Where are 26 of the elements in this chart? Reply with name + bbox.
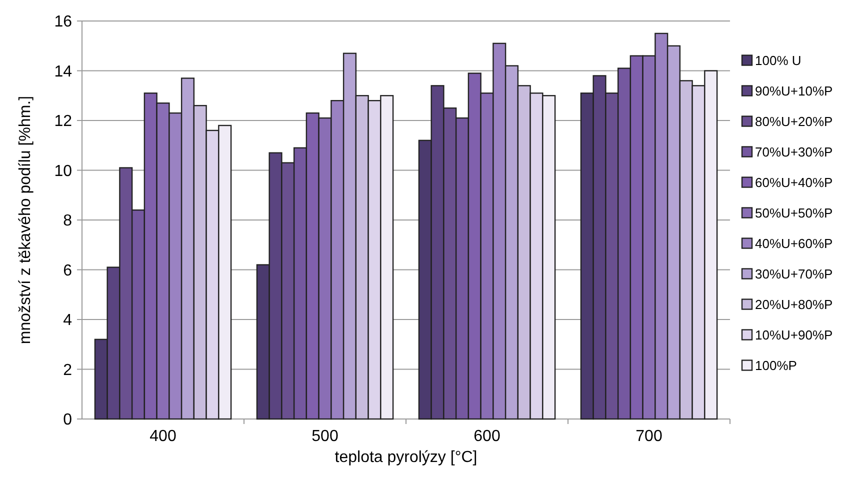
- y-tick-label: 10: [54, 162, 72, 180]
- y-tick-label: 14: [54, 63, 72, 80]
- y-tick-label: 2: [63, 362, 72, 379]
- x-tick-label: 600: [474, 428, 500, 445]
- legend-label: 80%U+20%P: [755, 114, 833, 129]
- y-tick-label: 12: [54, 113, 72, 130]
- legend-label: 20%U+80%P: [755, 296, 833, 312]
- y-tick-label: 0: [63, 412, 72, 429]
- legend-label: 70%U+30%P: [755, 144, 833, 160]
- legend-label: 60%U+40%P: [755, 174, 833, 190]
- legend-label: 40%U+60%P: [755, 236, 833, 251]
- legend-label: 100% U: [755, 52, 802, 68]
- legend-label: 50%U+50%P: [755, 205, 833, 220]
- y-tick-label: 8: [63, 212, 72, 230]
- legend-label: 100%P: [755, 358, 797, 373]
- x-tick-label: 400: [150, 428, 176, 445]
- y-tick-label: 16: [54, 14, 72, 31]
- x-axis-title: teplota pyrolýzy [°C]: [334, 449, 478, 466]
- legend-label: 90%U+10%P: [755, 83, 833, 98]
- legend-label: 10%U+90%P: [755, 327, 833, 342]
- x-tick-label: 700: [636, 428, 662, 445]
- y-tick-label: 4: [63, 312, 72, 330]
- legend-label: 30%U+70%P: [755, 266, 833, 282]
- y-axis-title: množství z těkavého podílu [%hm.]: [17, 96, 34, 344]
- y-tick-label: 6: [63, 262, 72, 280]
- x-tick-label: 500: [312, 428, 338, 445]
